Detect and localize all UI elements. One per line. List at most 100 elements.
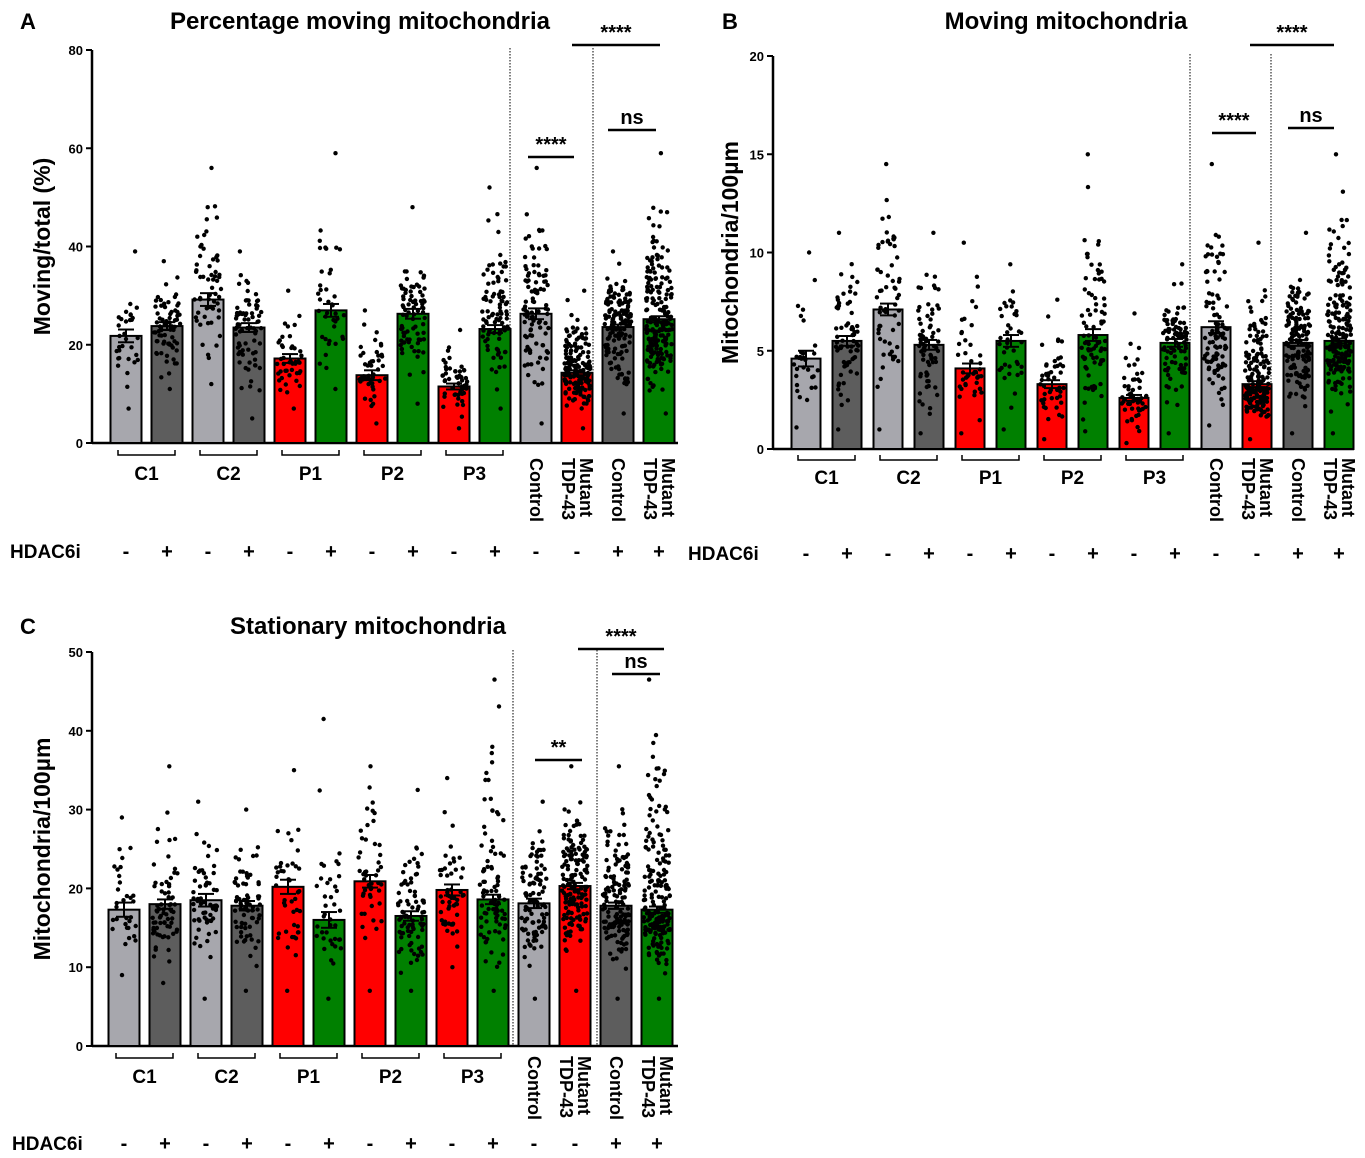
data-point-c bbox=[248, 872, 253, 877]
data-point-b bbox=[1340, 376, 1346, 381]
data-point-a bbox=[651, 245, 657, 250]
data-point-a bbox=[259, 309, 264, 315]
data-point-b bbox=[1285, 358, 1290, 363]
data-point-a bbox=[374, 349, 379, 355]
data-point-a bbox=[567, 396, 572, 401]
data-point-b bbox=[1173, 360, 1178, 365]
data-point-a bbox=[577, 378, 582, 383]
data-point-c bbox=[398, 970, 404, 975]
data-point-b bbox=[1010, 289, 1016, 294]
data-point-c bbox=[166, 890, 171, 895]
data-point-a bbox=[623, 332, 628, 338]
significance-label-c: ** bbox=[551, 737, 567, 759]
data-point-b bbox=[1093, 308, 1098, 313]
data-point-b bbox=[974, 380, 979, 385]
data-point-c bbox=[450, 931, 455, 936]
data-point-c bbox=[207, 881, 212, 886]
data-point-b bbox=[959, 431, 964, 436]
data-point-b bbox=[1247, 437, 1253, 442]
data-point-c bbox=[574, 988, 579, 993]
data-point-b bbox=[1346, 367, 1351, 373]
data-point-a bbox=[205, 321, 211, 326]
data-point-b bbox=[930, 360, 936, 365]
significance-label-a: ns bbox=[620, 107, 643, 129]
data-point-b bbox=[1248, 333, 1253, 338]
data-point-a bbox=[379, 354, 385, 359]
data-point-b bbox=[835, 334, 840, 339]
y-axis-label-b: Mitochondria/100µm bbox=[717, 141, 743, 364]
data-point-a bbox=[585, 397, 590, 402]
data-point-b bbox=[1091, 324, 1096, 330]
data-point-a bbox=[573, 358, 578, 364]
data-point-b bbox=[875, 267, 880, 272]
data-point-a bbox=[257, 388, 262, 393]
data-point-a bbox=[457, 327, 463, 333]
data-point-a bbox=[279, 343, 285, 348]
data-point-b bbox=[1293, 293, 1298, 298]
data-point-c bbox=[661, 951, 666, 956]
data-point-c bbox=[369, 903, 374, 909]
data-point-b bbox=[1216, 373, 1221, 378]
data-point-a bbox=[567, 333, 572, 338]
data-point-c bbox=[164, 912, 169, 917]
data-point-c bbox=[208, 918, 213, 923]
data-point-a bbox=[615, 375, 620, 381]
data-point-b bbox=[1254, 333, 1260, 338]
data-point-b bbox=[1344, 321, 1349, 326]
data-point-c bbox=[255, 894, 261, 899]
data-point-b bbox=[1286, 314, 1291, 319]
data-point-b bbox=[1136, 345, 1142, 351]
data-point-c bbox=[420, 910, 425, 915]
treatment-mark-c: - bbox=[572, 1133, 579, 1155]
data-point-c bbox=[198, 943, 203, 949]
data-point-a bbox=[416, 337, 421, 342]
chart-title-c: Stationary mitochondria bbox=[230, 613, 507, 640]
data-point-a bbox=[665, 248, 670, 253]
data-point-c bbox=[606, 865, 611, 870]
data-point-c bbox=[213, 929, 218, 935]
group-bracket-b bbox=[1043, 455, 1102, 461]
data-point-c bbox=[656, 850, 661, 855]
data-point-c bbox=[648, 806, 653, 812]
data-point-b bbox=[1300, 333, 1305, 338]
data-point-a bbox=[648, 340, 653, 345]
data-point-b bbox=[1144, 393, 1149, 399]
data-point-b bbox=[1181, 340, 1187, 345]
data-point-c bbox=[654, 949, 659, 955]
data-point-a bbox=[667, 279, 673, 284]
data-point-c bbox=[656, 878, 661, 883]
data-point-c bbox=[482, 824, 487, 829]
data-point-a bbox=[613, 365, 619, 370]
data-point-c bbox=[660, 928, 665, 933]
data-point-b bbox=[1086, 341, 1091, 347]
data-point-c bbox=[397, 929, 402, 935]
data-point-c bbox=[360, 893, 366, 898]
data-point-c bbox=[114, 916, 119, 922]
data-point-a bbox=[652, 338, 657, 343]
data-point-b bbox=[1336, 235, 1341, 241]
data-points-a bbox=[152, 259, 183, 392]
data-point-a bbox=[621, 411, 626, 416]
data-point-b bbox=[1086, 333, 1091, 338]
data-point-a bbox=[398, 283, 404, 288]
data-point-b bbox=[1052, 375, 1057, 380]
data-point-b bbox=[1328, 242, 1334, 247]
y-tick-label-b: 20 bbox=[750, 49, 764, 64]
data-point-a bbox=[297, 313, 302, 319]
data-point-b bbox=[1253, 327, 1258, 332]
data-point-c bbox=[403, 862, 408, 868]
y-tick-label-c: 20 bbox=[69, 881, 83, 896]
data-point-b bbox=[1345, 402, 1350, 407]
data-point-a bbox=[647, 275, 652, 281]
data-point-a bbox=[283, 382, 288, 387]
y-tick-label-c: 0 bbox=[76, 1039, 83, 1054]
data-point-a bbox=[563, 351, 569, 357]
data-point-a bbox=[446, 376, 452, 382]
data-point-c bbox=[567, 828, 573, 834]
data-point-a bbox=[247, 360, 252, 365]
data-point-a bbox=[523, 333, 528, 339]
data-point-a bbox=[525, 273, 531, 278]
data-point-a bbox=[341, 313, 347, 318]
data-point-a bbox=[374, 330, 379, 335]
data-points-a bbox=[602, 249, 634, 416]
